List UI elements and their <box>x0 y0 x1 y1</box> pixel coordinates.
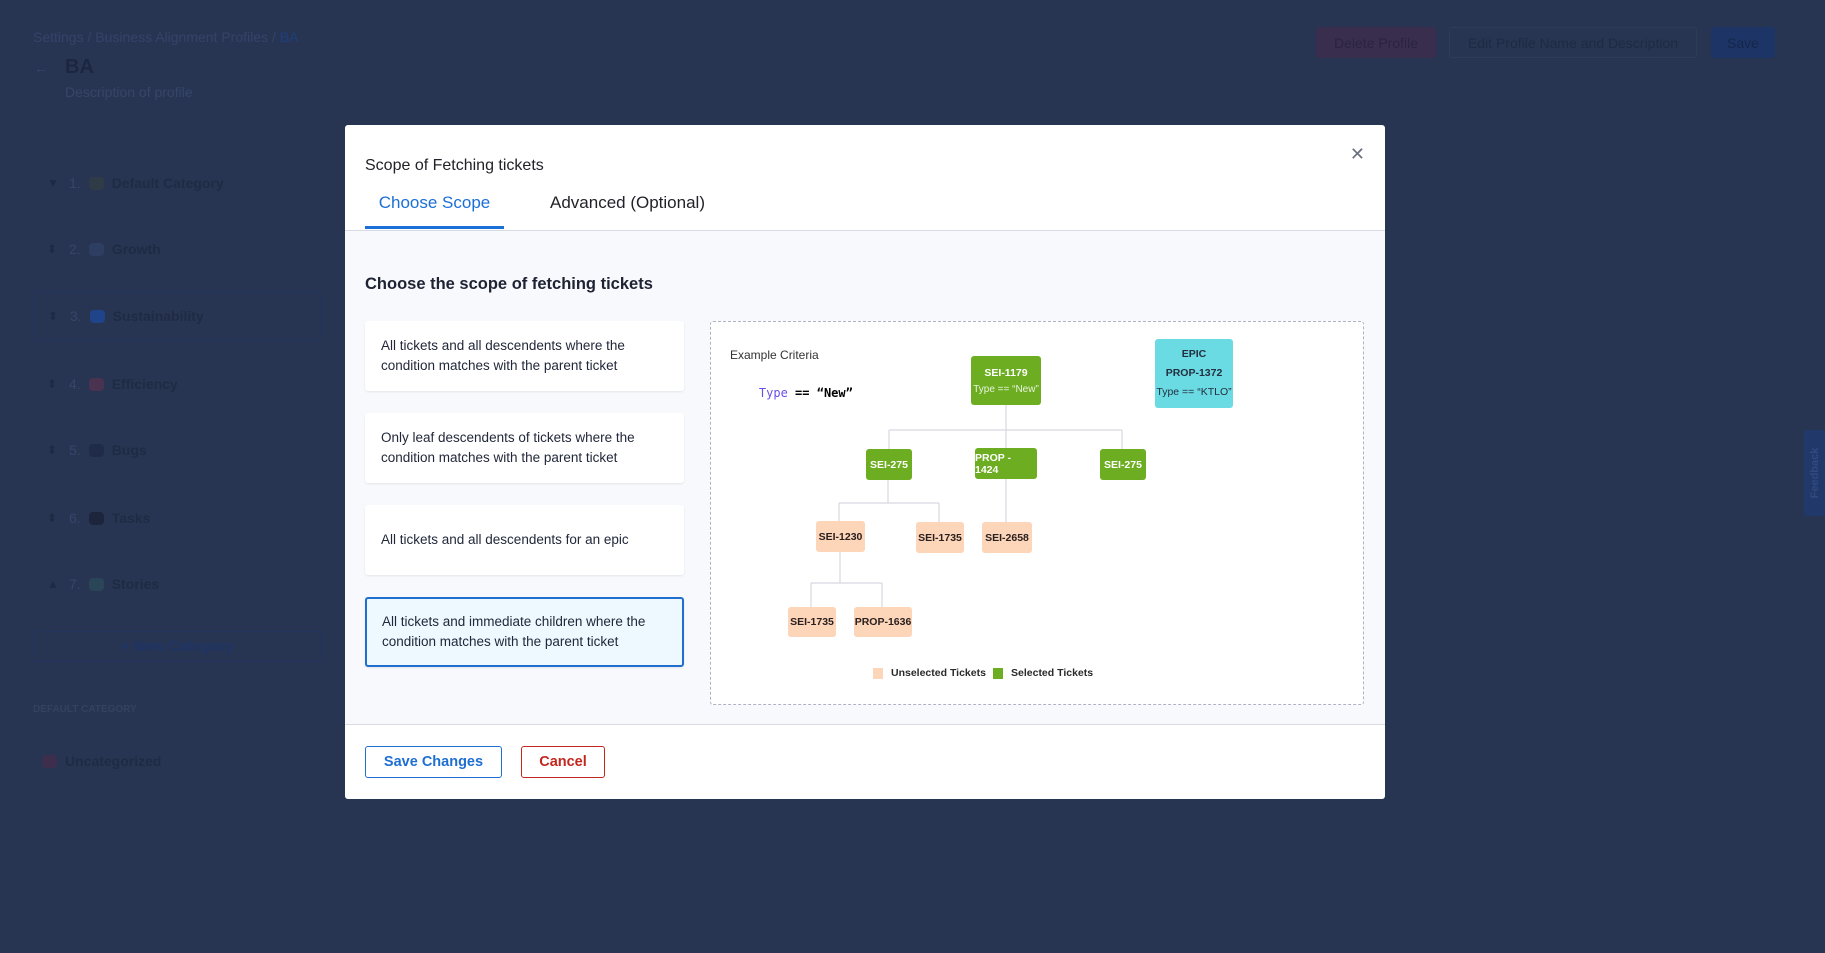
scope-modal: Scope of Fetching tickets ✕ Choose Scope… <box>345 125 1385 799</box>
category-name: Bugs <box>111 442 147 458</box>
breadcrumb-current: BA <box>279 29 299 45</box>
page-description: Description of profile <box>65 84 193 100</box>
sort-icon[interactable]: ⬍ <box>47 242 58 256</box>
ticket-node-unselected: SEI-2658 <box>982 522 1032 553</box>
category-name: Sustainability <box>112 308 204 324</box>
ticket-node-selected: SEI-1179 Type == “New” <box>971 356 1041 405</box>
epic-node: EPIC PROP-1372 Type == “KTLO” <box>1155 339 1233 408</box>
category-number: 1. <box>69 175 81 191</box>
modal-body: Choose the scope of fetching tickets All… <box>345 230 1385 725</box>
category-color <box>89 309 105 323</box>
legend-label: Selected Tickets <box>1011 667 1094 679</box>
example-criteria-label: Example Criteria <box>730 348 819 362</box>
ticket-node-selected: PROP - 1424 <box>975 448 1037 479</box>
cancel-button[interactable]: Cancel <box>521 746 605 778</box>
scope-option[interactable]: All tickets and all descendents where th… <box>365 321 684 391</box>
sort-icon[interactable]: ⬍ <box>47 443 58 457</box>
example-diagram: Example Criteria Type == “New” SEI-1179 T… <box>710 321 1364 705</box>
breadcrumb: Settings / Business Alignment Profiles /… <box>33 29 299 45</box>
default-category-label: DEFAULT CATEGORY <box>33 704 137 715</box>
legend-selected: Selected Tickets <box>993 667 1093 679</box>
category-color <box>88 242 104 256</box>
sort-icon[interactable]: ⬍ <box>47 377 58 391</box>
category-item[interactable]: ▲ 7. Stories <box>33 559 321 609</box>
tab-choose-scope[interactable]: Choose Scope <box>365 193 504 229</box>
category-name: Growth <box>111 241 161 257</box>
category-color <box>88 443 104 457</box>
new-category-button[interactable]: + New Category <box>33 631 321 662</box>
category-number: 2. <box>69 241 81 257</box>
category-number: 3. <box>70 308 82 324</box>
legend-swatch <box>993 667 1003 679</box>
connector <box>838 480 940 522</box>
category-color <box>88 176 104 190</box>
ticket-condition: Type == “New” <box>973 383 1039 395</box>
connector <box>888 405 1123 449</box>
ticket-node-unselected: SEI-1230 <box>816 521 865 552</box>
feedback-tab[interactable]: Feedback <box>1804 430 1825 516</box>
ticket-node-unselected: PROP-1636 <box>854 607 912 637</box>
category-number: 4. <box>69 376 81 392</box>
page-title: BA <box>65 56 94 78</box>
ticket-id: SEI-1179 <box>984 366 1028 379</box>
tree-connectors <box>810 405 1123 607</box>
close-icon[interactable]: ✕ <box>1349 144 1365 164</box>
sort-icon[interactable]: ▲ <box>47 577 59 591</box>
sort-icon[interactable]: ▼ <box>47 176 59 190</box>
category-name: Tasks <box>111 510 151 526</box>
legend-unselected: Unselected Tickets <box>873 667 986 679</box>
category-color <box>88 511 104 525</box>
epic-label: EPIC <box>1181 348 1207 360</box>
edit-profile-button[interactable]: Edit Profile Name and Description <box>1449 27 1697 58</box>
category-number: 7. <box>69 576 81 592</box>
category-color <box>88 577 104 591</box>
sort-icon[interactable]: ⬍ <box>47 511 58 525</box>
tab-advanced[interactable]: Advanced (Optional) <box>550 193 705 212</box>
modal-title: Scope of Fetching tickets <box>365 157 544 174</box>
criteria-expression: Type == “New” <box>730 372 853 414</box>
ticket-id: PROP-1372 <box>1165 367 1223 379</box>
scope-option-selected[interactable]: All tickets and immediate children where… <box>365 597 684 667</box>
category-item[interactable]: ⬍ 3. Sustainability <box>33 291 321 341</box>
breadcrumb-profiles[interactable]: Business Alignment Profiles <box>95 29 269 45</box>
connector <box>810 552 883 607</box>
delete-profile-button[interactable]: Delete Profile <box>1316 27 1436 58</box>
scope-option[interactable]: Only leaf descendents of tickets where t… <box>365 413 684 483</box>
criteria-op: == <box>795 386 810 400</box>
category-name: Efficiency <box>111 376 178 392</box>
section-heading: Choose the scope of fetching tickets <box>365 275 653 293</box>
criteria-value: “New” <box>816 386 853 400</box>
category-item[interactable]: ⬍ 5. Bugs <box>33 425 321 475</box>
category-item[interactable]: ⬍ 6. Tasks <box>33 493 321 543</box>
save-changes-button[interactable]: Save Changes <box>365 746 502 778</box>
ticket-node-unselected: SEI-1735 <box>788 607 836 637</box>
category-name: Default Category <box>111 175 224 191</box>
ticket-node-selected: SEI-275 <box>1100 449 1146 480</box>
uncategorized-item[interactable]: Uncategorized <box>42 753 161 769</box>
legend-swatch <box>873 667 883 679</box>
ticket-node-unselected: SEI-1735 <box>916 522 964 553</box>
category-name: Uncategorized <box>65 753 162 769</box>
category-color <box>42 754 57 768</box>
category-number: 6. <box>69 510 81 526</box>
feedback-label: Feedback <box>1808 447 1821 499</box>
category-item[interactable]: ⬍ 2. Growth <box>33 224 321 274</box>
category-color <box>88 377 104 391</box>
breadcrumb-settings[interactable]: Settings <box>33 29 84 45</box>
category-name: Stories <box>111 576 160 592</box>
legend-label: Unselected Tickets <box>891 667 986 679</box>
criteria-key: Type <box>758 386 788 400</box>
category-item[interactable]: ▼ 1. Default Category <box>33 158 321 208</box>
category-item[interactable]: ⬍ 4. Efficiency <box>33 359 321 409</box>
sort-icon[interactable]: ⬍ <box>48 309 59 323</box>
ticket-condition: Type == “KTLO” <box>1156 386 1232 398</box>
scope-option[interactable]: All tickets and all descendents for an e… <box>365 505 684 575</box>
back-arrow-icon[interactable]: ← <box>34 60 48 76</box>
save-button[interactable]: Save <box>1711 27 1775 58</box>
ticket-node-selected: SEI-275 <box>866 449 912 480</box>
category-number: 5. <box>69 442 81 458</box>
